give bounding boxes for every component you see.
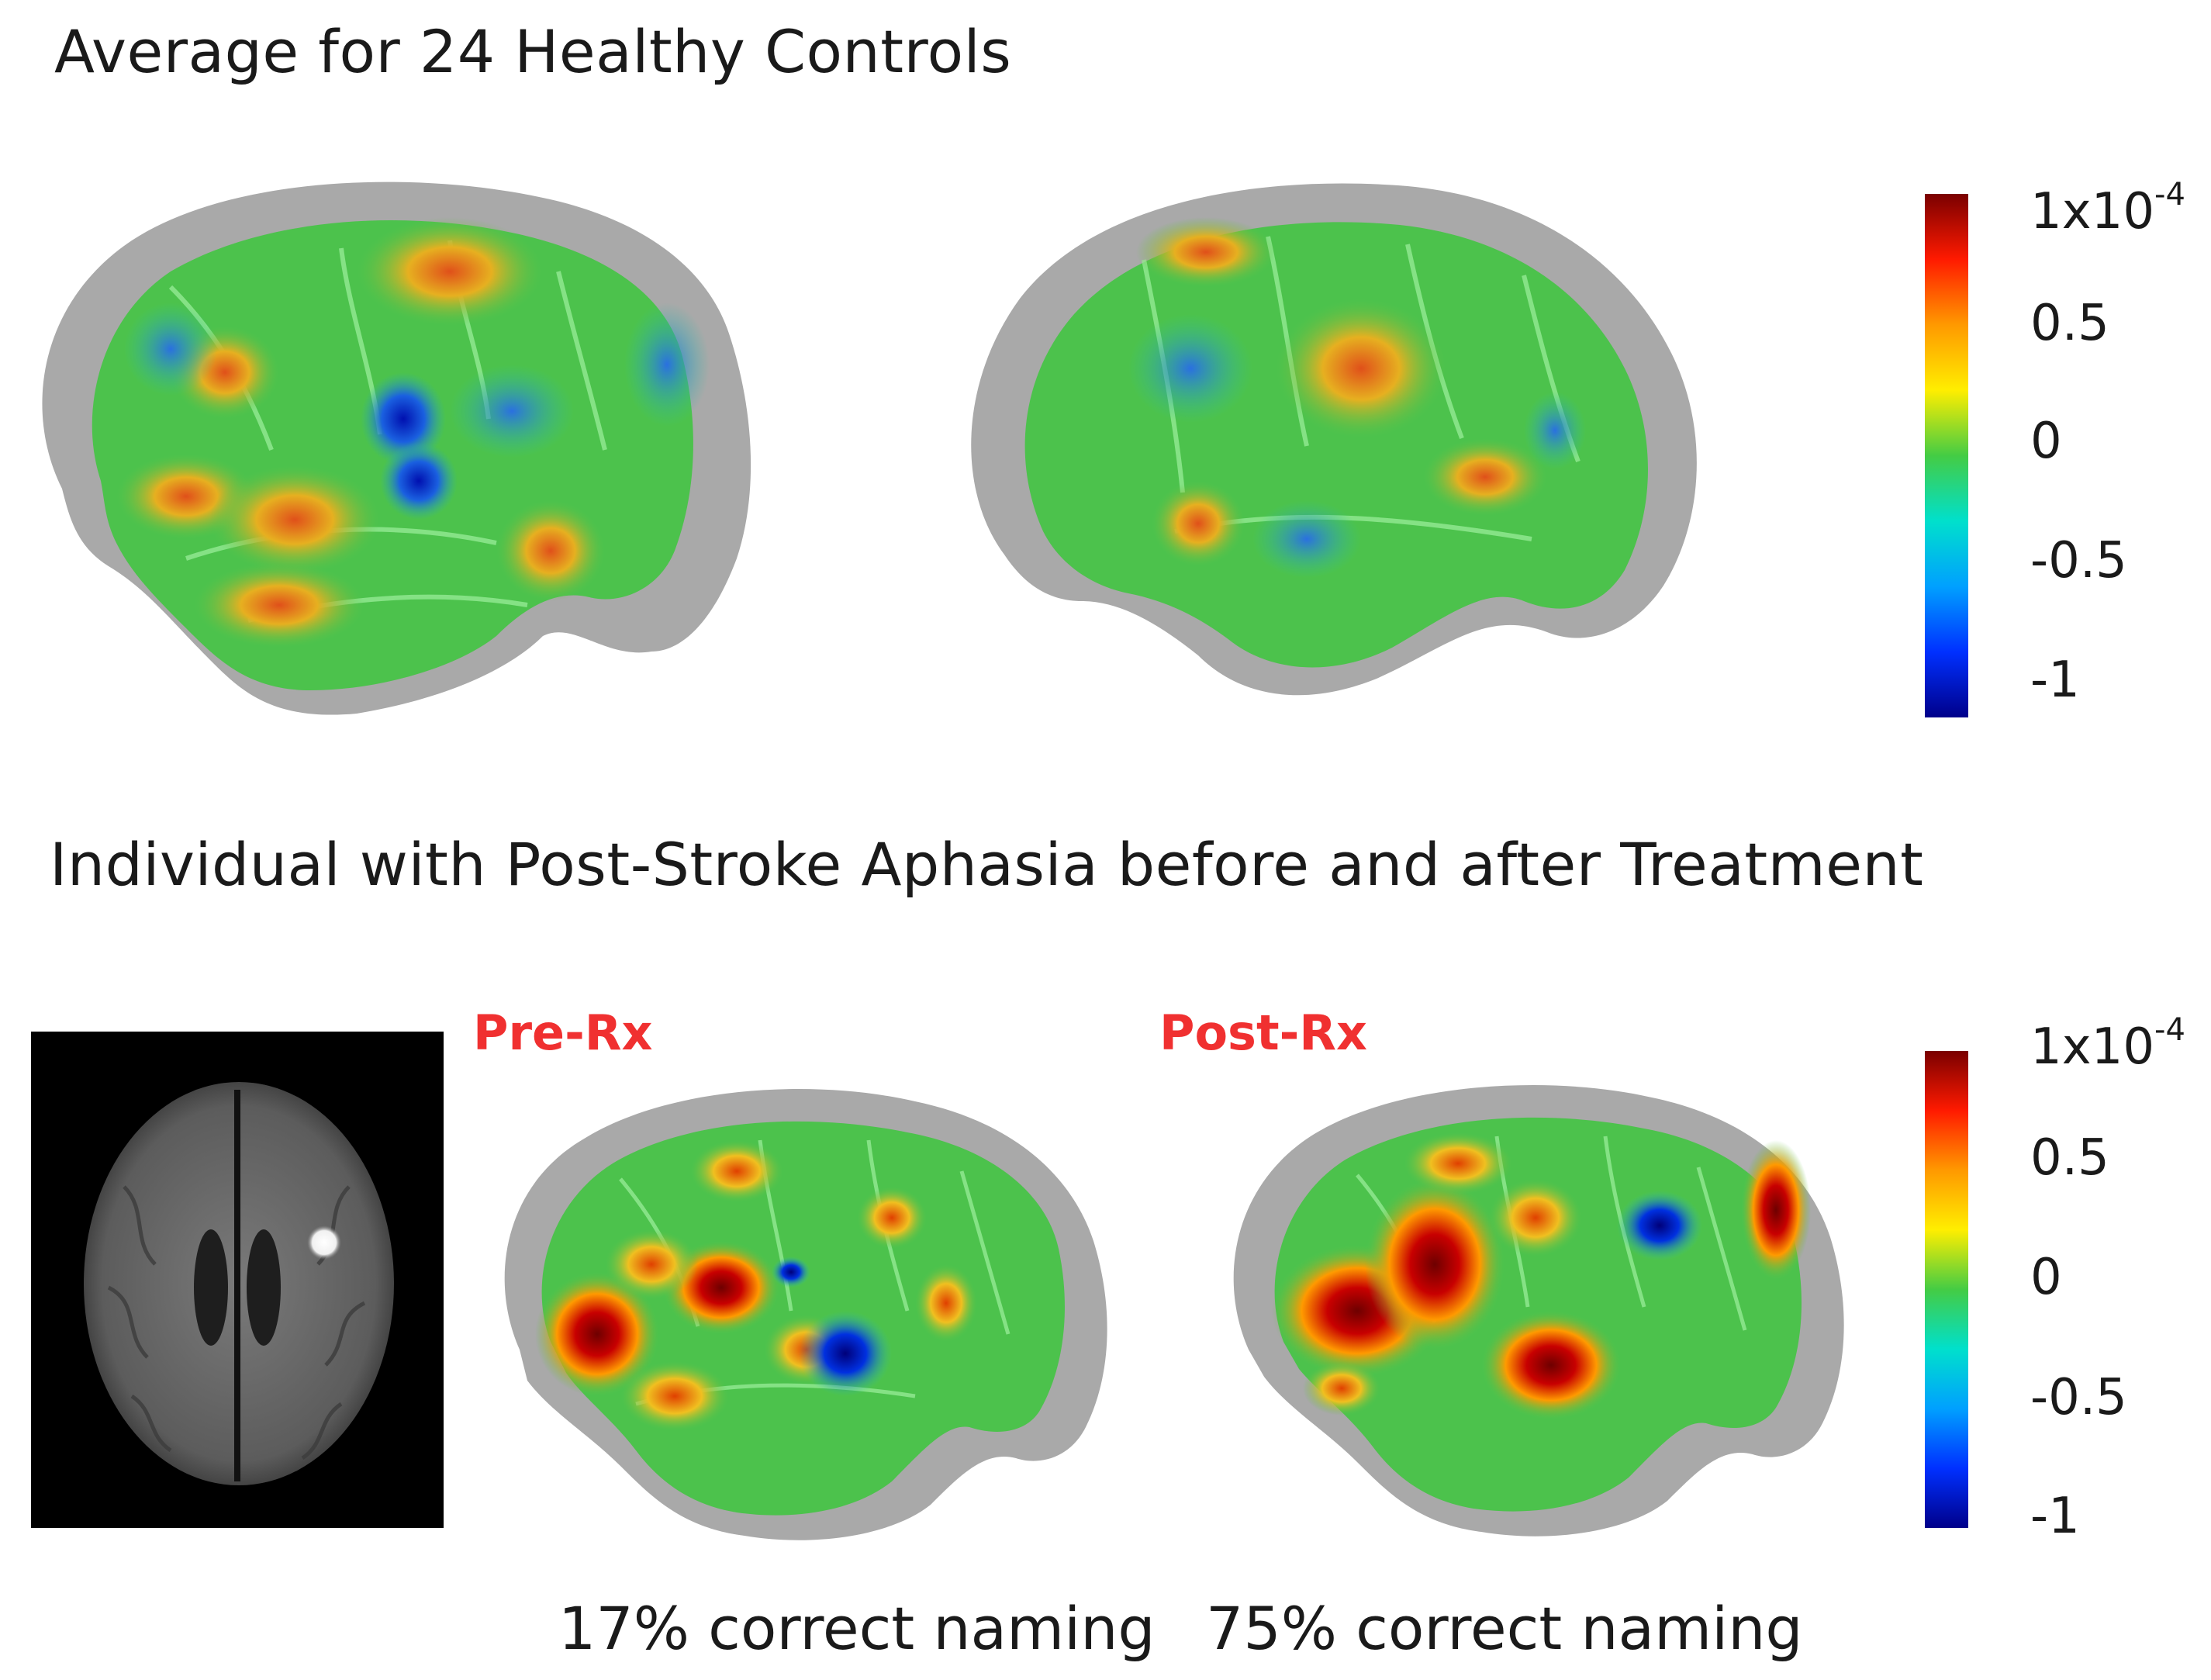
brain-left-lateral-icon	[1233, 1085, 1844, 1537]
brain-left-lateral-icon	[42, 181, 751, 715]
brain-right-lateral-icon	[971, 183, 1697, 696]
control-brain-right	[942, 167, 1718, 710]
colorbar-bottom	[1925, 1051, 1968, 1528]
colorbar-bottom-tick: -1	[2030, 1488, 2080, 1545]
post-rx-brain	[1210, 1063, 1877, 1551]
colorbar-bottom-tick: 0.5	[2030, 1129, 2109, 1187]
colorbar-top	[1925, 194, 1968, 717]
brain-left-lateral-icon	[504, 1089, 1107, 1540]
top-heading: Average for 24 Healthy Controls	[54, 17, 1012, 86]
colorbar-bottom-tick: 0	[2030, 1249, 2062, 1306]
colorbar-top-tick: -1	[2030, 652, 2080, 709]
bottom-heading: Individual with Post-Stroke Aphasia befo…	[50, 830, 1924, 899]
mri-axial-slice-icon	[84, 1082, 394, 1485]
control-brain-left	[16, 155, 807, 729]
colorbar-bottom-max-label: 1x10-4	[2030, 1012, 2185, 1076]
post-rx-caption: 75% correct naming	[1206, 1594, 1803, 1663]
colorbar-top-tick: 0.5	[2030, 295, 2109, 352]
colorbar-top-tick: 0	[2030, 413, 2062, 470]
colorbar-bottom-tick: -0.5	[2030, 1369, 2127, 1426]
pre-rx-brain	[481, 1070, 1140, 1551]
mri-axial-slice	[31, 1032, 444, 1528]
pre-rx-caption: 17% correct naming	[558, 1594, 1156, 1663]
post-rx-label: Post-Rx	[1159, 1004, 1368, 1061]
colorbar-top-max-label: 1x10-4	[2030, 177, 2185, 240]
colorbar-top-tick: -0.5	[2030, 532, 2127, 589]
pre-rx-label: Pre-Rx	[473, 1004, 653, 1061]
